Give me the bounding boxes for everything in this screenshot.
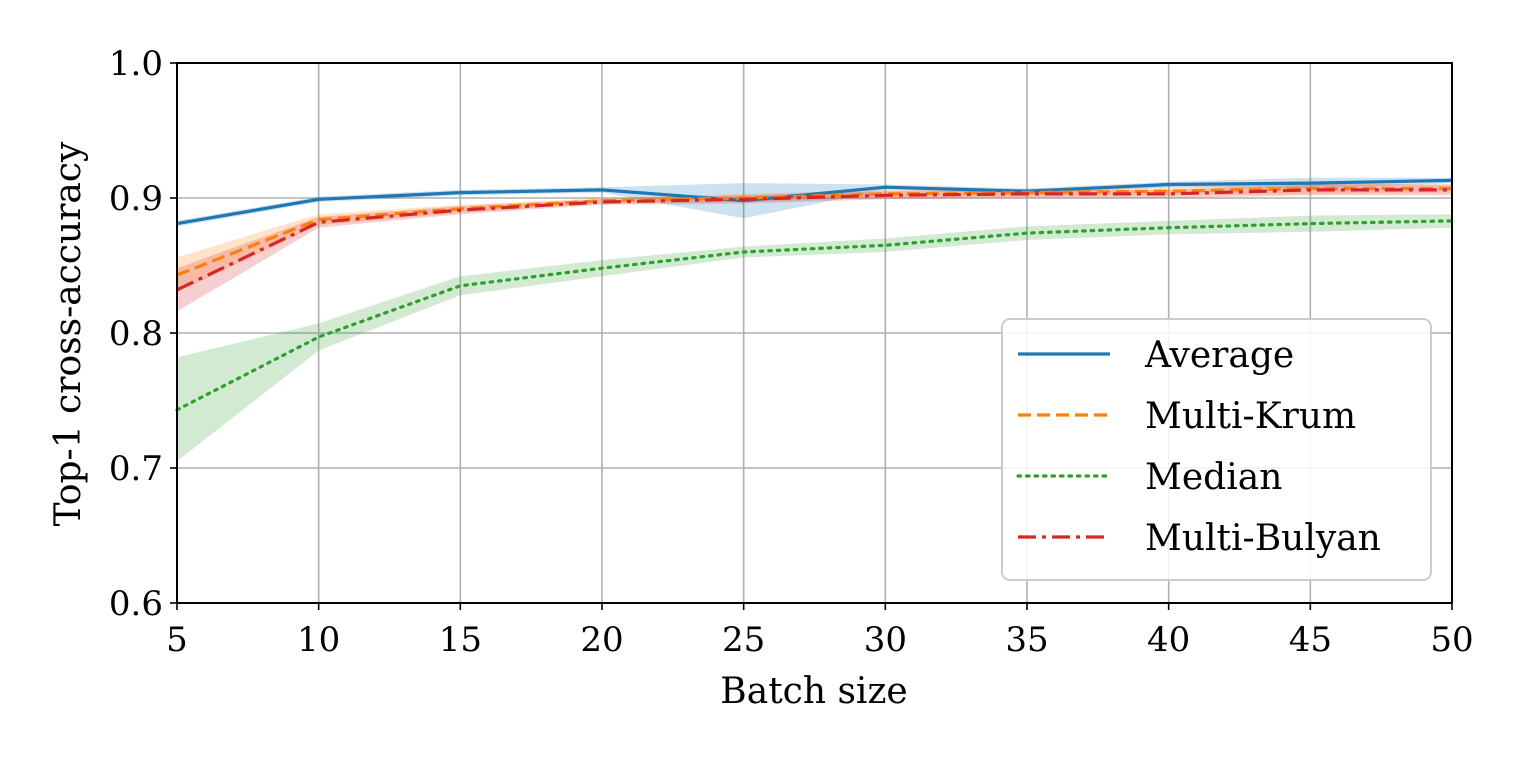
confidence-band bbox=[177, 214, 1452, 462]
legend-label: Median bbox=[1145, 457, 1282, 498]
x-tick-label: 25 bbox=[722, 620, 765, 660]
x-axis-label: Batch size bbox=[720, 671, 907, 712]
x-tick-label: 45 bbox=[1289, 620, 1332, 660]
y-axis-label: Top-1 cross-accuracy bbox=[48, 141, 89, 526]
confidence-band bbox=[177, 177, 1452, 227]
series-line bbox=[175, 219, 1454, 412]
x-tick-label: 35 bbox=[1005, 620, 1048, 660]
x-tick-label: 20 bbox=[580, 620, 623, 660]
legend-label: Multi-Bulyan bbox=[1145, 518, 1381, 559]
y-tick-label: 0.8 bbox=[109, 314, 163, 354]
confidence-bands bbox=[177, 177, 1452, 462]
legend-label: Multi-Krum bbox=[1145, 396, 1356, 437]
axis-ticks: 5 10 15 20 25 30 35 40 45 50 0.6 0.7 0.8 0.9 1.0 bbox=[109, 44, 1474, 660]
series-lines bbox=[175, 178, 1454, 412]
x-tick-label: 5 bbox=[166, 620, 188, 660]
x-tick-label: 50 bbox=[1430, 620, 1473, 660]
x-tick-label: 40 bbox=[1147, 620, 1190, 660]
legend-box bbox=[1001, 318, 1432, 581]
y-tick-label: 0.7 bbox=[109, 449, 163, 489]
y-tick-label: 1.0 bbox=[109, 44, 163, 84]
x-tick-label: 30 bbox=[864, 620, 907, 660]
y-tick-label: 0.6 bbox=[109, 584, 163, 624]
series-line bbox=[176, 188, 1452, 292]
legend: Average Multi-Krum Median Multi-Bulyan bbox=[1001, 318, 1432, 581]
x-tick-label: 15 bbox=[439, 620, 482, 660]
series-line bbox=[176, 178, 1453, 226]
y-tick-label: 0.9 bbox=[109, 179, 163, 219]
x-tick-label: 10 bbox=[297, 620, 340, 660]
legend-label: Average bbox=[1144, 335, 1294, 376]
